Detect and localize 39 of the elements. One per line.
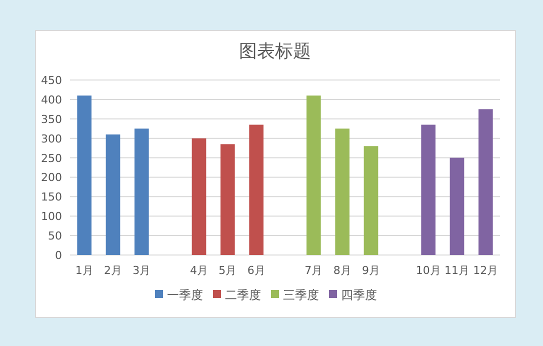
- x-tick-label: 1月: [75, 264, 94, 277]
- bar: [306, 96, 321, 255]
- bar: [134, 128, 149, 255]
- y-tick-label: 350: [41, 112, 62, 126]
- y-tick-label: 150: [41, 190, 62, 204]
- legend-label: 一季度: [167, 288, 203, 302]
- y-tick-label: 100: [41, 210, 62, 224]
- legend-label: 四季度: [341, 288, 377, 302]
- legend-label: 二季度: [225, 288, 261, 302]
- bar: [220, 144, 235, 255]
- bar: [364, 146, 378, 255]
- bar: [106, 134, 120, 255]
- x-tick-label: 10月: [416, 264, 441, 277]
- y-tick-label: 400: [41, 93, 62, 106]
- bar: [450, 158, 464, 255]
- x-tick-label: 12月: [473, 264, 498, 277]
- chart-title: 图表标题: [239, 41, 311, 62]
- bar: [249, 124, 264, 255]
- y-tick-label: 450: [41, 74, 62, 87]
- x-tick-label: 7月: [304, 264, 323, 277]
- x-tick-label: 2月: [104, 264, 122, 277]
- y-tick-label: 200: [41, 171, 62, 184]
- bar: [478, 109, 493, 255]
- y-tick-label: 0: [55, 249, 62, 262]
- x-tick-label: 8月: [333, 264, 352, 277]
- x-tick-label: 11月: [444, 264, 470, 277]
- legend-label: 三季度: [283, 288, 319, 302]
- y-tick-label: 50: [48, 230, 62, 243]
- bar: [77, 96, 92, 255]
- bar: [335, 128, 350, 255]
- bar: [421, 124, 436, 255]
- bar: [192, 138, 206, 255]
- x-tick-label: 9月: [362, 264, 380, 277]
- x-tick-label: 6月: [247, 264, 266, 277]
- x-tick-label: 5月: [218, 264, 237, 277]
- x-tick-label: 3月: [132, 264, 151, 277]
- y-tick-label: 300: [41, 132, 62, 146]
- y-tick-label: 250: [41, 152, 62, 165]
- x-tick-label: 4月: [190, 264, 208, 277]
